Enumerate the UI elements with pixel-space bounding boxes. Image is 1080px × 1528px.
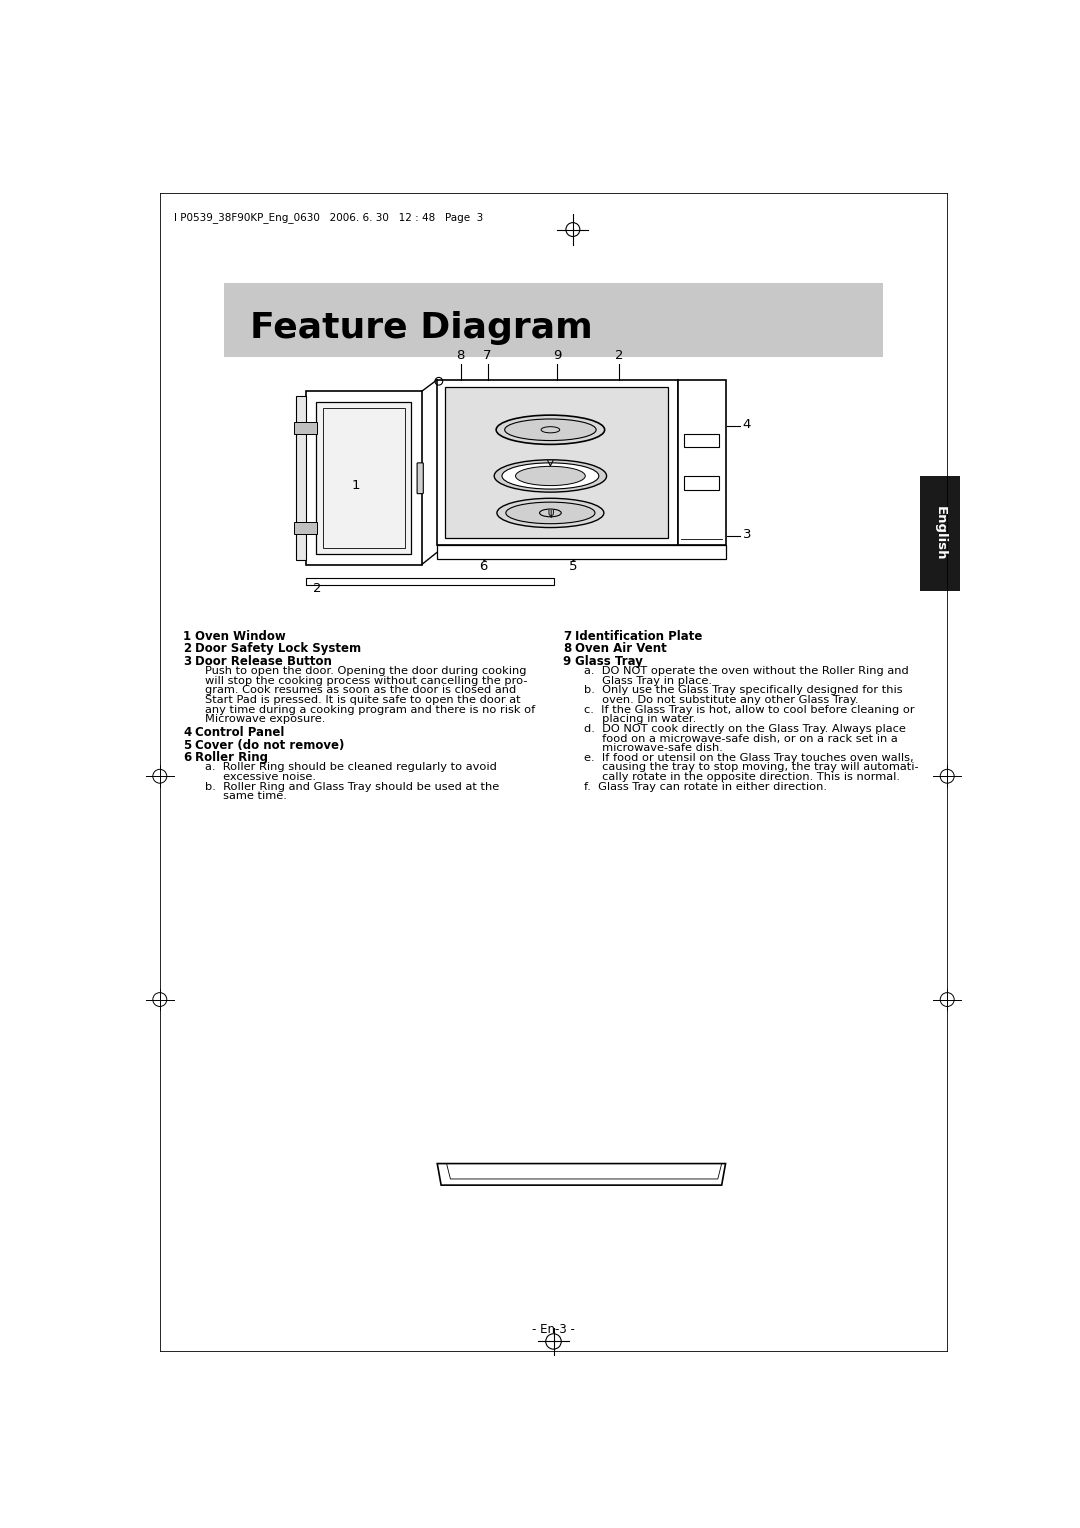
Text: 8: 8 xyxy=(457,348,464,362)
Text: 2: 2 xyxy=(616,348,623,362)
Text: Door Release Button: Door Release Button xyxy=(195,654,333,668)
Bar xyxy=(316,402,410,553)
Ellipse shape xyxy=(497,498,604,527)
Text: Feature Diagram: Feature Diagram xyxy=(249,312,593,345)
Bar xyxy=(445,388,669,538)
Bar xyxy=(225,284,882,356)
Bar xyxy=(294,523,318,535)
Text: 8: 8 xyxy=(563,642,571,656)
Bar xyxy=(920,475,960,591)
Text: causing the tray to stop moving, the tray will automati-: causing the tray to stop moving, the tra… xyxy=(584,762,919,772)
Text: b.  Only use the Glass Tray specifically designed for this: b. Only use the Glass Tray specifically … xyxy=(584,686,903,695)
Text: 4: 4 xyxy=(743,417,751,431)
Text: 9: 9 xyxy=(553,348,562,362)
Text: Start Pad is pressed. It is quite safe to open the door at: Start Pad is pressed. It is quite safe t… xyxy=(205,695,521,704)
Text: food on a microwave-safe dish, or on a rack set in a: food on a microwave-safe dish, or on a r… xyxy=(584,733,899,744)
Ellipse shape xyxy=(502,463,598,489)
Bar xyxy=(323,408,405,547)
Bar xyxy=(437,380,677,545)
Text: 3: 3 xyxy=(743,529,751,541)
Text: Glass Tray in place.: Glass Tray in place. xyxy=(584,675,713,686)
Text: Cover (do not remove): Cover (do not remove) xyxy=(195,738,345,752)
Text: 1: 1 xyxy=(183,630,191,643)
Bar xyxy=(684,475,719,490)
Text: 5: 5 xyxy=(183,738,191,752)
Text: 2: 2 xyxy=(183,642,191,656)
Text: 6: 6 xyxy=(480,559,488,573)
Ellipse shape xyxy=(505,503,595,524)
Bar xyxy=(296,396,306,559)
Text: Oven Window: Oven Window xyxy=(195,630,286,643)
Ellipse shape xyxy=(504,419,596,440)
Text: Glass Tray: Glass Tray xyxy=(576,654,643,668)
Text: English: English xyxy=(934,506,947,561)
Text: will stop the cooking process without cancelling the pro-: will stop the cooking process without ca… xyxy=(205,675,527,686)
FancyBboxPatch shape xyxy=(417,463,423,494)
Text: Push to open the door. Opening the door during cooking: Push to open the door. Opening the door … xyxy=(205,666,526,677)
Text: Roller Ring: Roller Ring xyxy=(195,750,269,764)
Bar xyxy=(437,545,726,559)
Text: 6: 6 xyxy=(183,750,191,764)
Bar xyxy=(684,434,719,448)
Text: cally rotate in the opposite direction. This is normal.: cally rotate in the opposite direction. … xyxy=(584,772,901,782)
Text: 4: 4 xyxy=(183,726,191,740)
Ellipse shape xyxy=(515,466,585,486)
Text: placing in water.: placing in water. xyxy=(584,714,697,724)
Text: Oven Air Vent: Oven Air Vent xyxy=(576,642,667,656)
Text: Microwave exposure.: Microwave exposure. xyxy=(205,714,325,724)
Text: microwave-safe dish.: microwave-safe dish. xyxy=(584,743,724,753)
Text: gram. Cook resumes as soon as the door is closed and: gram. Cook resumes as soon as the door i… xyxy=(205,686,516,695)
Text: - En-3 -: - En-3 - xyxy=(532,1323,575,1335)
Text: 7: 7 xyxy=(563,630,571,643)
Text: 5: 5 xyxy=(569,559,577,573)
Text: I P0539_38F90KP_Eng_0630   2006. 6. 30   12 : 48   Page  3: I P0539_38F90KP_Eng_0630 2006. 6. 30 12 … xyxy=(174,212,483,223)
Text: d.  DO NOT cook directly on the Glass Tray. Always place: d. DO NOT cook directly on the Glass Tra… xyxy=(584,724,906,733)
Text: Identification Plate: Identification Plate xyxy=(576,630,703,643)
Text: a.  DO NOT operate the oven without the Roller Ring and: a. DO NOT operate the oven without the R… xyxy=(584,666,909,677)
Text: 1: 1 xyxy=(352,478,360,492)
Text: ψ: ψ xyxy=(548,507,554,518)
Text: a.  Roller Ring should be cleaned regularly to avoid: a. Roller Ring should be cleaned regular… xyxy=(205,762,497,772)
Text: Door Safety Lock System: Door Safety Lock System xyxy=(195,642,362,656)
Ellipse shape xyxy=(496,416,605,445)
Text: e.  If food or utensil on the Glass Tray touches oven walls,: e. If food or utensil on the Glass Tray … xyxy=(584,753,914,762)
Text: same time.: same time. xyxy=(205,792,286,801)
Bar xyxy=(306,578,554,585)
Text: any time during a cooking program and there is no risk of: any time during a cooking program and th… xyxy=(205,704,535,715)
Text: 2: 2 xyxy=(313,582,322,596)
Text: 9: 9 xyxy=(563,654,571,668)
Text: excessive noise.: excessive noise. xyxy=(205,772,315,782)
Bar xyxy=(677,380,726,545)
Text: oven. Do not substitute any other Glass Tray.: oven. Do not substitute any other Glass … xyxy=(584,695,859,704)
Bar xyxy=(294,422,318,434)
Text: b.  Roller Ring and Glass Tray should be used at the: b. Roller Ring and Glass Tray should be … xyxy=(205,782,499,792)
Text: 7: 7 xyxy=(484,348,491,362)
Text: Control Panel: Control Panel xyxy=(195,726,285,740)
Text: f.  Glass Tray can rotate in either direction.: f. Glass Tray can rotate in either direc… xyxy=(584,782,827,792)
Text: c.  If the Glass Tray is hot, allow to cool before cleaning or: c. If the Glass Tray is hot, allow to co… xyxy=(584,704,915,715)
Ellipse shape xyxy=(495,460,607,492)
Polygon shape xyxy=(437,1163,726,1186)
Bar xyxy=(306,391,422,564)
Text: 3: 3 xyxy=(183,654,191,668)
